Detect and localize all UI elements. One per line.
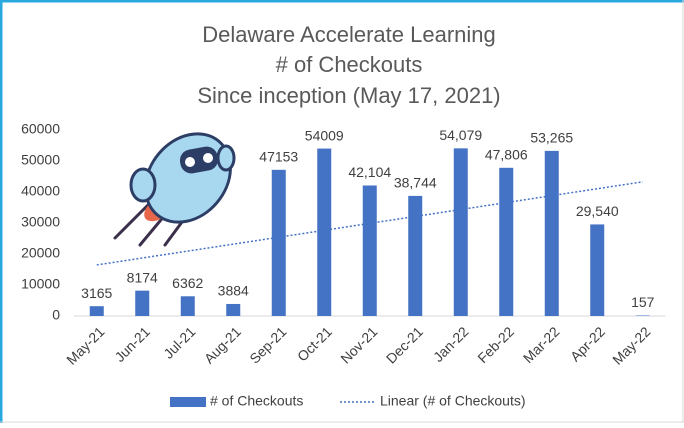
value-label: 47,806 [485,147,528,163]
y-tick-label: 10000 [21,276,60,292]
y-tick-label: 60000 [21,121,60,137]
value-label: 38,744 [394,175,437,191]
bar [272,170,286,316]
bar [499,168,513,316]
chart-title: Delaware Accelerate Learning [202,22,496,47]
value-label: 54,079 [439,127,482,143]
value-label: 29,540 [576,203,619,219]
bar [90,306,104,316]
value-label: 54009 [305,127,344,143]
value-label: 3165 [81,285,112,301]
bar [135,291,149,316]
y-tick-label: 20000 [21,245,60,261]
bar [363,185,377,316]
bar [408,196,422,316]
value-label: 42,104 [348,164,391,180]
value-label: 157 [631,294,655,310]
bar [181,296,195,316]
bar [226,304,240,316]
value-label: 6362 [172,275,203,291]
bar [590,224,604,316]
value-label: 47153 [259,149,298,165]
y-tick-label: 50000 [21,152,60,168]
value-label: 3884 [218,283,249,299]
chart-title: # of Checkouts [276,52,423,77]
legend-label: # of Checkouts [210,393,303,409]
legend-label: Linear (# of Checkouts) [380,393,526,409]
chart-title: Since inception (May 17, 2021) [197,83,500,108]
y-tick-label: 30000 [21,214,60,230]
value-label: 53,265 [530,130,573,146]
y-tick-label: 0 [52,307,60,323]
legend-swatch [170,397,206,407]
bar [454,148,468,316]
bar [317,149,331,316]
y-tick-label: 40000 [21,183,60,199]
bar [545,151,559,316]
value-label: 8174 [127,269,158,285]
